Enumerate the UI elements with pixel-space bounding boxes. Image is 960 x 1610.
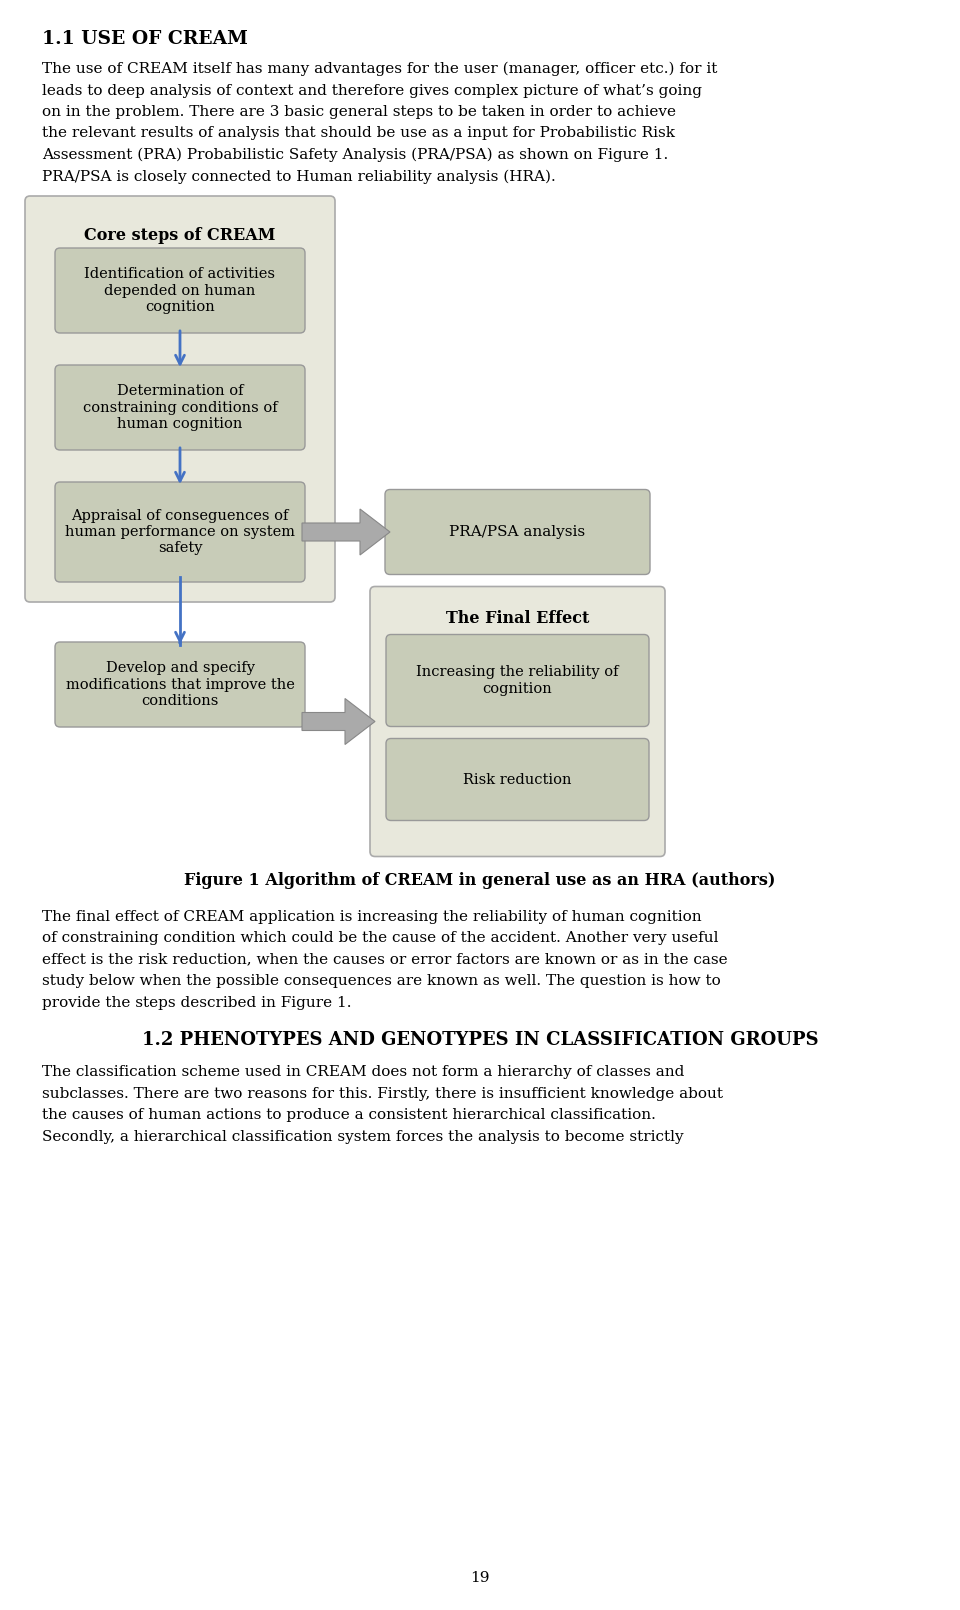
- Text: 1.2 PHENOTYPES AND GENOTYPES IN CLASSIFICATION GROUPS: 1.2 PHENOTYPES AND GENOTYPES IN CLASSIFI…: [142, 1030, 818, 1050]
- Text: subclasses. There are two reasons for this. Firstly, there is insufficient knowl: subclasses. There are two reasons for th…: [42, 1087, 723, 1101]
- Text: Determination of
constraining conditions of
human cognition: Determination of constraining conditions…: [83, 385, 277, 431]
- FancyBboxPatch shape: [55, 642, 305, 728]
- Text: on in the problem. There are 3 basic general steps to be taken in order to achie: on in the problem. There are 3 basic gen…: [42, 105, 676, 119]
- FancyBboxPatch shape: [386, 739, 649, 821]
- Text: the relevant results of analysis that should be use as a input for Probabilistic: the relevant results of analysis that sh…: [42, 127, 675, 140]
- Text: Secondly, a hierarchical classification system forces the analysis to become str: Secondly, a hierarchical classification …: [42, 1130, 684, 1143]
- Text: provide the steps described in Figure 1.: provide the steps described in Figure 1.: [42, 995, 351, 1009]
- Text: Identification of activities
depended on human
cognition: Identification of activities depended on…: [84, 267, 276, 314]
- Text: Figure 1 Algorithm of CREAM in general use as an HRA (authors): Figure 1 Algorithm of CREAM in general u…: [184, 871, 776, 889]
- Text: Develop and specify
modifications that improve the
conditions: Develop and specify modifications that i…: [65, 662, 295, 708]
- Text: Risk reduction: Risk reduction: [464, 773, 572, 787]
- Text: Increasing the reliability of
cognition: Increasing the reliability of cognition: [417, 665, 619, 696]
- FancyBboxPatch shape: [386, 634, 649, 726]
- Text: Core steps of CREAM: Core steps of CREAM: [84, 227, 276, 245]
- FancyBboxPatch shape: [55, 248, 305, 333]
- FancyBboxPatch shape: [55, 365, 305, 451]
- Text: the causes of human actions to produce a consistent hierarchical classification.: the causes of human actions to produce a…: [42, 1108, 656, 1122]
- Text: The final effect of CREAM application is increasing the reliability of human cog: The final effect of CREAM application is…: [42, 910, 702, 924]
- Text: Assessment (PRA) Probabilistic Safety Analysis (PRA/PSA) as shown on Figure 1.: Assessment (PRA) Probabilistic Safety An…: [42, 148, 668, 163]
- Text: PRA/PSA is closely connected to Human reliability analysis (HRA).: PRA/PSA is closely connected to Human re…: [42, 169, 556, 184]
- Text: The classification scheme used in CREAM does not form a hierarchy of classes and: The classification scheme used in CREAM …: [42, 1064, 684, 1079]
- Text: 19: 19: [470, 1571, 490, 1584]
- Text: 1.1 USE OF CREAM: 1.1 USE OF CREAM: [42, 31, 248, 48]
- Text: study below when the possible consequences are known as well. The question is ho: study below when the possible consequenc…: [42, 974, 721, 989]
- FancyBboxPatch shape: [55, 481, 305, 581]
- Text: The Final Effect: The Final Effect: [445, 610, 589, 626]
- Text: Appraisal of conseguences of
human performance on system
safety: Appraisal of conseguences of human perfo…: [65, 509, 295, 555]
- Text: of constraining condition which could be the cause of the accident. Another very: of constraining condition which could be…: [42, 931, 718, 945]
- Polygon shape: [302, 509, 390, 555]
- Text: PRA/PSA analysis: PRA/PSA analysis: [449, 525, 586, 539]
- FancyBboxPatch shape: [385, 489, 650, 575]
- Text: The use of CREAM itself has many advantages for the user (manager, officer etc.): The use of CREAM itself has many advanta…: [42, 63, 717, 76]
- FancyBboxPatch shape: [370, 586, 665, 857]
- Text: leads to deep analysis of context and therefore gives complex picture of what’s : leads to deep analysis of context and th…: [42, 84, 702, 98]
- Polygon shape: [302, 699, 375, 744]
- Text: effect is the risk reduction, when the causes or error factors are known or as i: effect is the risk reduction, when the c…: [42, 953, 728, 966]
- FancyBboxPatch shape: [25, 196, 335, 602]
